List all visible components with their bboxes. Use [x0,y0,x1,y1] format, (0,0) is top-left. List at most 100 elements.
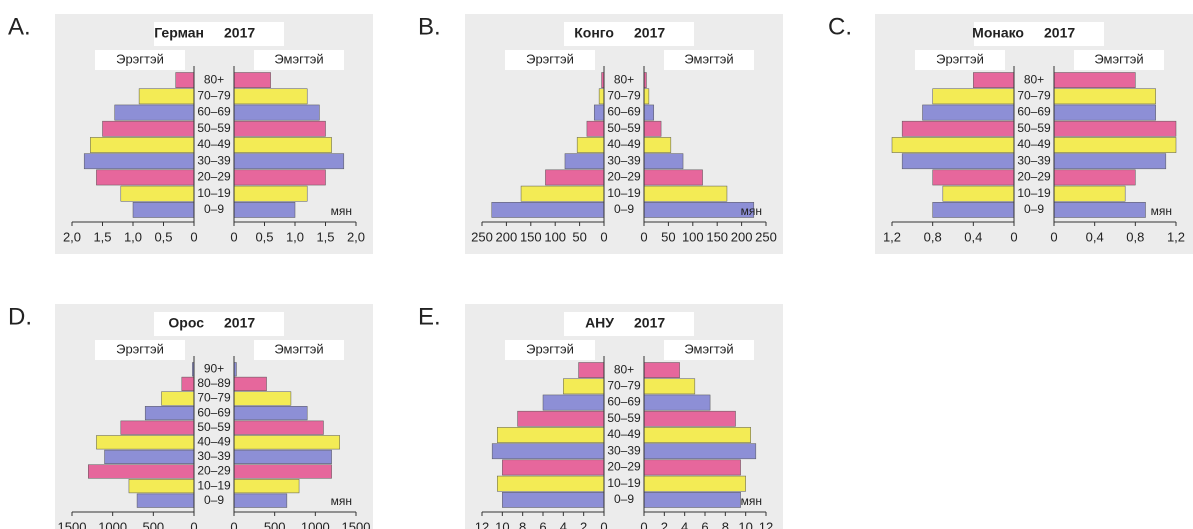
age-label: 10–19 [1017,186,1051,200]
age-label: 50–59 [197,420,231,434]
bar-female [1053,169,1136,186]
legend-box [95,340,185,360]
bar-male [922,104,1015,121]
x-tick-label: 1000 [98,519,127,529]
bar-male [144,406,195,421]
x-tick-label: 500 [142,519,164,529]
x-tick-label: 6 [539,519,546,529]
bar-female [643,378,696,395]
x-tick-label: 1000 [301,519,330,529]
x-tick-label: 0 [190,229,197,244]
age-label: 30–39 [607,153,641,167]
bar-female [233,72,271,88]
unit-label: мян [741,204,762,218]
age-label: 0–9 [614,202,634,216]
legend-female: Эмэгтэй [274,341,323,356]
age-label: 60–69 [1017,105,1051,119]
chart-year: 2017 [634,25,665,41]
bar-female [643,394,711,411]
legend-box [505,50,595,70]
x-tick-label: 1,2 [883,229,901,244]
chart-title: Конго [574,25,614,41]
bar-male [932,169,1015,186]
x-tick-label: 1,5 [316,229,334,244]
title-box [564,22,694,46]
bar-male [545,169,605,186]
age-label: 60–69 [607,105,641,119]
x-tick-label: 0,8 [924,229,942,244]
bar-male [96,169,195,186]
bar-female [643,88,650,105]
bar-male [491,202,605,218]
age-label: 20–29 [607,460,641,474]
title-box [974,22,1104,46]
legend-female: Эмэгтэй [684,51,733,66]
legend-box [915,50,1005,70]
x-tick-label: 1,5 [93,229,111,244]
bar-female [233,464,332,479]
x-tick-label: 0,4 [964,229,982,244]
bar-male [181,376,195,391]
bar-female [1053,185,1126,202]
bar-female [643,410,736,427]
age-label: 40–49 [1017,137,1051,151]
bar-female [643,459,741,476]
age-label: 0–9 [204,493,224,507]
legend-male: Эрэгтэй [526,341,574,356]
age-label: 80+ [614,72,634,86]
bar-male [161,391,195,406]
bar-female [1053,202,1146,218]
bar-female [233,493,288,508]
x-tick-label: 12 [475,519,489,529]
chart-year: 2017 [1044,25,1075,41]
bar-female [233,88,308,105]
bar-male [90,137,195,153]
bar-female [233,120,326,137]
legend-male: Эрэгтэй [116,51,164,66]
bar-female [643,169,703,186]
age-label: 70–79 [197,391,231,405]
age-label: 70–79 [197,89,231,103]
age-label: 50–59 [607,121,641,135]
bar-female [233,185,308,202]
age-label: 80–89 [197,376,231,390]
age-label: 70–79 [607,89,641,103]
age-label: 70–79 [607,379,641,393]
x-tick-label: 200 [496,229,518,244]
bar-female [643,137,672,153]
legend-female: Эмэгтэй [274,51,323,66]
bar-female [233,406,308,421]
bar-female [643,120,662,137]
bar-female [643,443,757,460]
bar-male [932,88,1015,105]
bar-male [564,153,605,170]
chart-title: АНУ [585,315,614,331]
bar-female [233,169,326,186]
panel-label: E. [418,303,441,330]
bar-male [932,202,1015,218]
bar-male [901,120,1015,137]
legend-box [505,340,595,360]
bar-female [233,137,332,153]
x-tick-label: 0 [230,229,237,244]
bar-female [1053,72,1136,88]
x-tick-label: 8 [722,519,729,529]
chart-title: Орос [168,315,204,331]
legend-female: Эмэгтэй [684,341,733,356]
bar-male [502,492,605,508]
bar-male [586,120,605,137]
bar-male [973,72,1015,88]
title-box [564,312,694,336]
x-tick-label: 0,5 [154,229,172,244]
bar-female [233,449,332,464]
bar-female [643,153,684,170]
x-tick-label: 200 [731,229,753,244]
age-label: 70–79 [1017,89,1051,103]
legend-male: Эрэгтэй [526,51,574,66]
bar-male [128,479,195,494]
bar-male [120,420,195,435]
bar-male [136,493,195,508]
bar-female [233,153,345,170]
x-tick-label: 0 [1050,229,1057,244]
